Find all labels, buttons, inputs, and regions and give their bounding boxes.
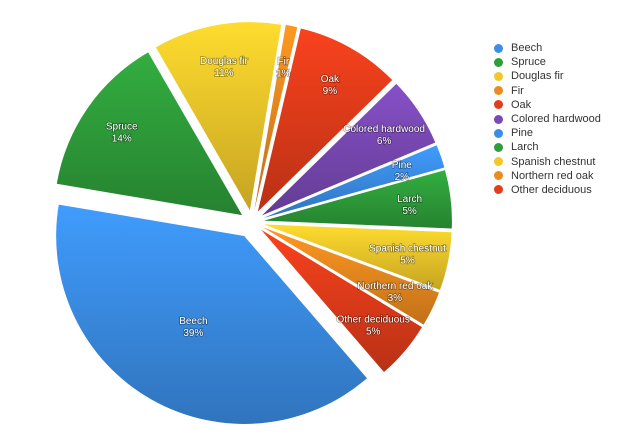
pie-slice-larch bbox=[263, 170, 452, 229]
pie-slice-spanish-chestnut bbox=[263, 224, 452, 290]
slice-label: Pine 2% bbox=[392, 160, 412, 183]
legend-item-douglas-fir: Douglas fir bbox=[494, 69, 601, 83]
legend-item-beech: Beech bbox=[494, 41, 601, 55]
legend-dot-icon bbox=[494, 185, 503, 195]
pie-slices bbox=[56, 22, 452, 424]
pie-slice-fir bbox=[254, 24, 298, 211]
slice-label: Fir 1% bbox=[276, 56, 291, 79]
legend-label: Larch bbox=[511, 141, 539, 154]
legend-item-other-deciduous: Other deciduous bbox=[494, 183, 601, 197]
slice-label: Other deciduous 5% bbox=[336, 314, 409, 337]
legend-item-spanish-chestnut: Spanish chestnut bbox=[494, 155, 601, 169]
legend-item-oak: Oak bbox=[494, 98, 601, 112]
pie-slice-northern-red-oak bbox=[262, 227, 440, 325]
legend-label: Northern red oak bbox=[511, 169, 594, 182]
legend-item-spruce: Spruce bbox=[494, 55, 601, 69]
slice-label: Oak 9% bbox=[321, 74, 340, 97]
slice-label: Spanish chestnut 5% bbox=[369, 243, 446, 266]
legend-dot-icon bbox=[494, 57, 503, 67]
legend-label: Other deciduous bbox=[511, 183, 592, 196]
pie-slice-beech bbox=[56, 204, 367, 424]
slice-label: Douglas fir 11% bbox=[200, 56, 248, 79]
legend-label: Pine bbox=[511, 127, 534, 140]
legend-dot-icon bbox=[494, 71, 503, 81]
slice-label: Larch 5% bbox=[397, 194, 422, 217]
legend-dot-icon bbox=[494, 100, 503, 110]
slice-label: Northern red oak 3% bbox=[357, 281, 433, 304]
legend-label: Fir bbox=[511, 84, 524, 97]
legend-label: Spanish chestnut bbox=[511, 155, 596, 168]
pie-slice-pine bbox=[263, 145, 445, 219]
pie-slice-other-deciduous bbox=[261, 229, 422, 373]
slice-label: Colored hardwood 6% bbox=[343, 124, 425, 147]
legend-item-colored-hardwood: Colored hardwood bbox=[494, 112, 601, 126]
legend-label: Spruce bbox=[511, 56, 546, 69]
chart-legend: Beech Spruce Douglas fir Fir Oak Colored… bbox=[494, 41, 601, 197]
legend-item-pine: Pine bbox=[494, 126, 601, 140]
legend-dot-icon bbox=[494, 114, 503, 124]
legend-item-fir: Fir bbox=[494, 84, 601, 98]
pie-slice-colored-hardwood bbox=[261, 83, 436, 216]
legend-item-northern-red-oak: Northern red oak bbox=[494, 169, 601, 183]
legend-label: Colored hardwood bbox=[511, 113, 601, 126]
legend-dot-icon bbox=[494, 142, 503, 152]
legend-dot-icon bbox=[494, 86, 503, 96]
legend-dot-icon bbox=[494, 128, 503, 138]
pie-labels: Douglas fir 11% Fir 1% Oak 9% Colored hardwood… bbox=[105, 55, 447, 340]
slice-label: Beech 39% bbox=[179, 316, 207, 339]
legend-dot-icon bbox=[494, 157, 503, 167]
legend-label: Douglas fir bbox=[511, 70, 564, 83]
slice-label: Spruce 14% bbox=[106, 121, 138, 144]
legend-label: Oak bbox=[511, 98, 532, 111]
legend-item-larch: Larch bbox=[494, 140, 601, 154]
pie-slice-oak bbox=[257, 28, 393, 212]
pie-slice-douglas-fir bbox=[155, 22, 282, 211]
legend-dot-icon bbox=[494, 171, 503, 181]
legend-dot-icon bbox=[494, 43, 503, 53]
pie-slice-spruce bbox=[56, 52, 243, 216]
legend-label: Beech bbox=[511, 42, 543, 55]
